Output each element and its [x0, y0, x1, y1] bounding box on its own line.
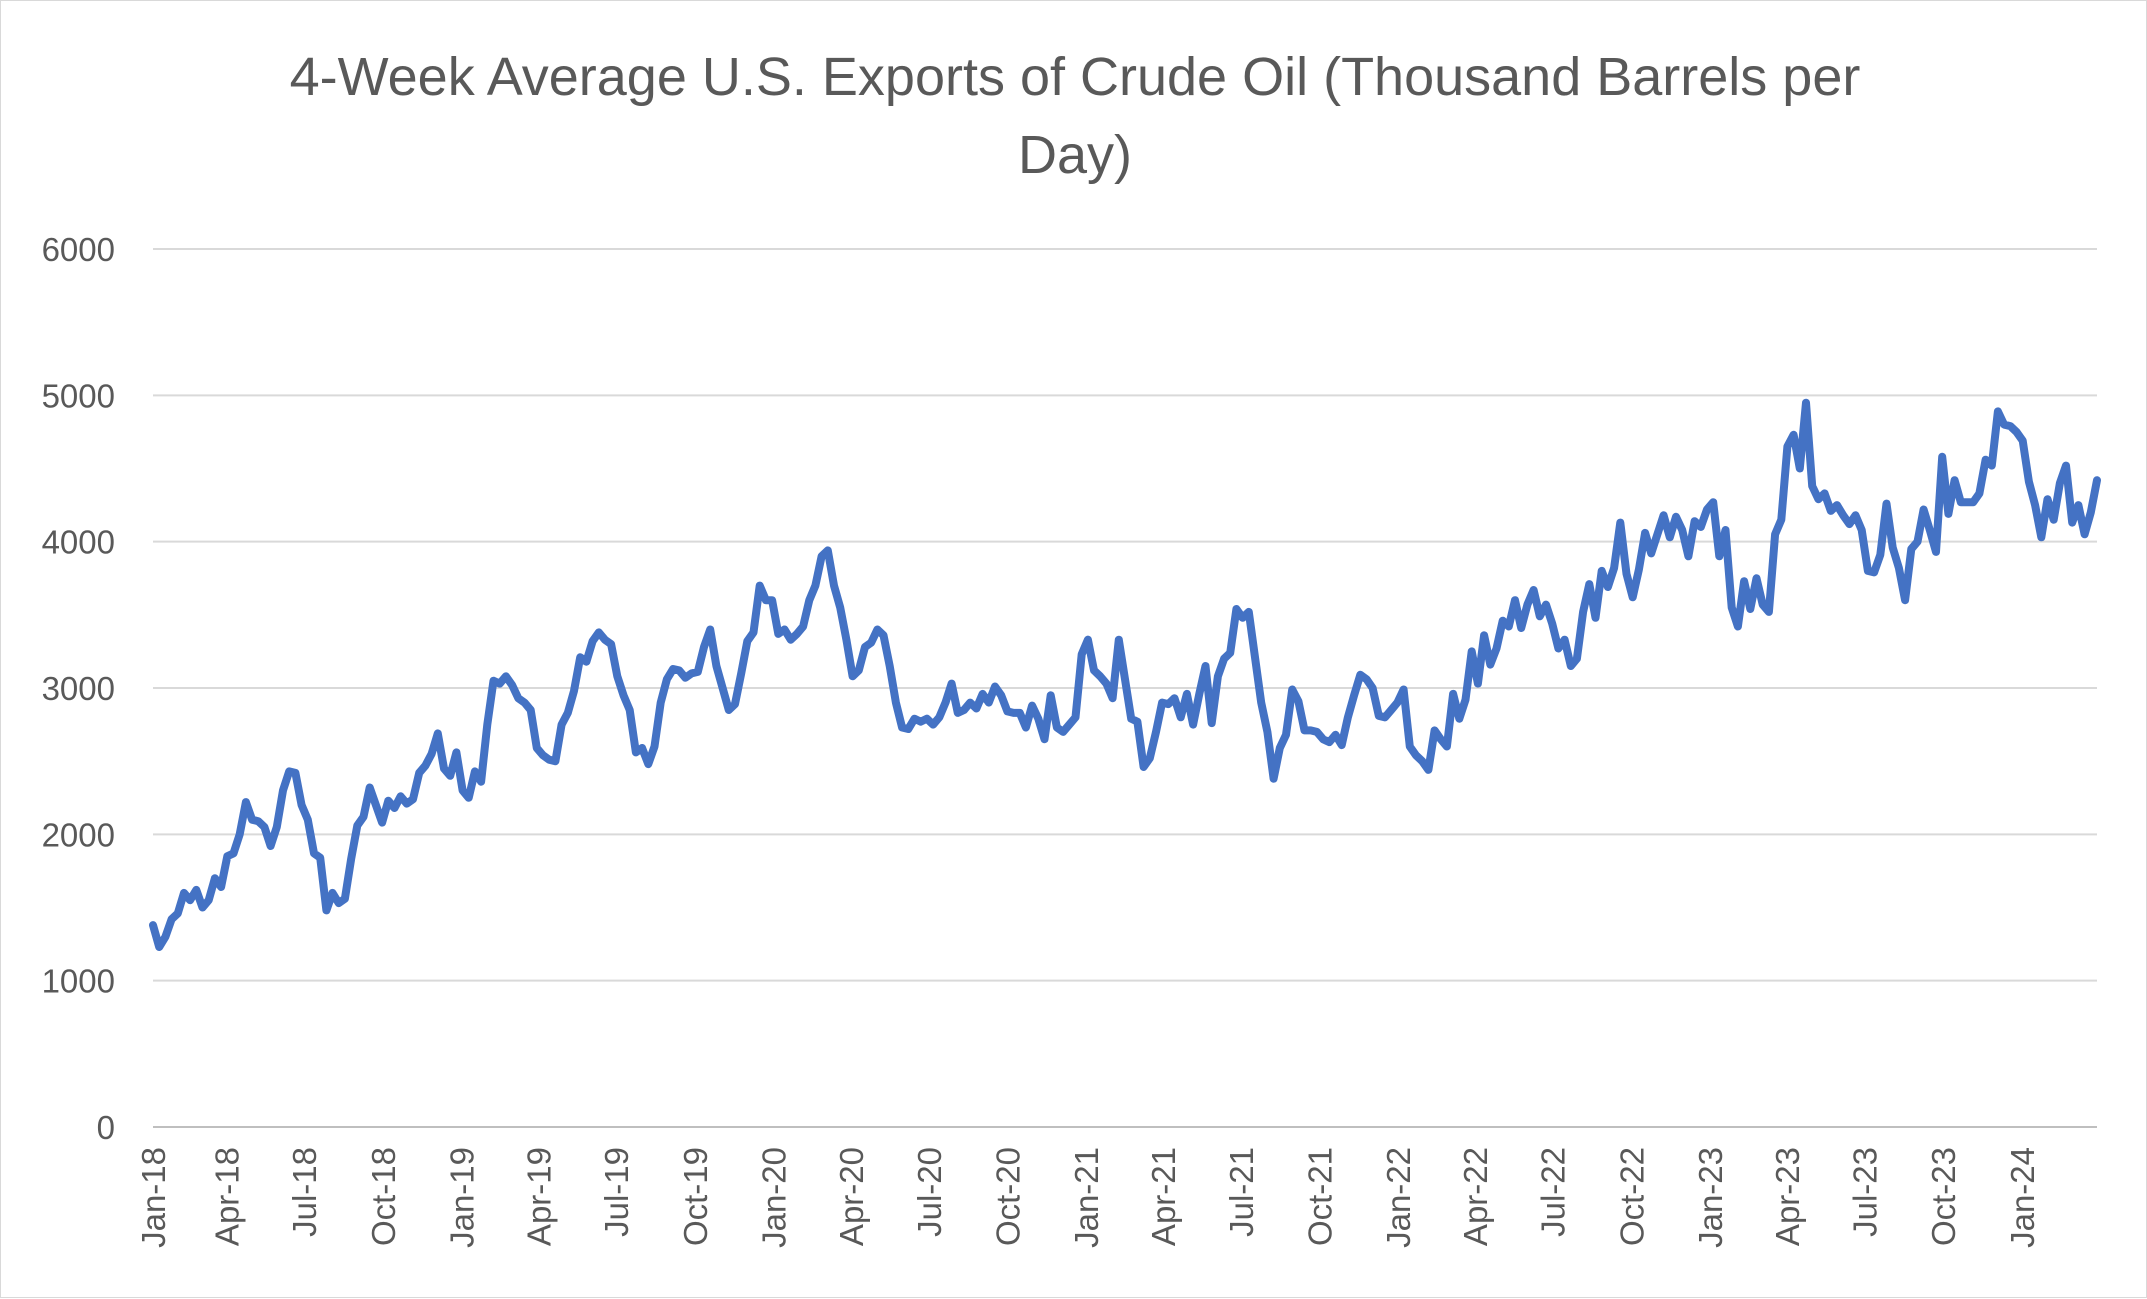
x-tick-label-apr-22: Apr-22 — [1457, 1147, 1494, 1246]
x-tick-label-apr-19: Apr-19 — [520, 1147, 557, 1246]
x-tick-label-jan-23: Jan-23 — [1692, 1147, 1729, 1248]
y-tick-label-0: 0 — [97, 1109, 115, 1146]
chart-title-line-2: Day) — [1018, 125, 1132, 185]
x-tick-label-oct-23: Oct-23 — [1925, 1147, 1962, 1246]
x-tick-label-jul-19: Jul-19 — [598, 1147, 635, 1237]
x-tick-label-oct-20: Oct-20 — [990, 1147, 1027, 1246]
x-tick-label-oct-19: Oct-19 — [677, 1147, 714, 1246]
x-tick-label-jul-20: Jul-20 — [911, 1147, 948, 1237]
x-tick-label-oct-18: Oct-18 — [365, 1147, 402, 1246]
y-tick-label-4000: 4000 — [42, 524, 115, 561]
x-tick-label-jan-22: Jan-22 — [1380, 1147, 1417, 1248]
y-axis-tick-labels: 0 1000 2000 3000 4000 5000 6000 — [42, 231, 115, 1146]
x-tick-label-jul-22: Jul-22 — [1535, 1147, 1572, 1237]
x-tick-label-apr-23: Apr-23 — [1769, 1147, 1806, 1246]
chart-title-line-1: 4-Week Average U.S. Exports of Crude Oil… — [290, 47, 1861, 107]
y-tick-label-2000: 2000 — [42, 816, 115, 853]
x-tick-label-jan-20: Jan-20 — [755, 1147, 792, 1248]
y-tick-label-6000: 6000 — [42, 231, 115, 268]
x-axis-tick-labels: Jan-18 Apr-18 Jul-18 Oct-18 Jan-19 Apr-19 Jul-… — [135, 1147, 2041, 1248]
y-tick-label-5000: 5000 — [42, 377, 115, 414]
x-tick-label-jul-23: Jul-23 — [1847, 1147, 1884, 1237]
y-tick-label-1000: 1000 — [42, 963, 115, 1000]
x-tick-label-jul-18: Jul-18 — [286, 1147, 323, 1237]
x-tick-label-jan-18: Jan-18 — [135, 1147, 172, 1248]
x-tick-label-apr-18: Apr-18 — [208, 1147, 245, 1246]
x-tick-label-oct-22: Oct-22 — [1613, 1147, 1650, 1246]
x-tick-label-jan-24: Jan-24 — [2004, 1147, 2041, 1248]
series-line-crude-oil-exports — [149, 398, 2101, 951]
x-tick-label-apr-21: Apr-21 — [1145, 1147, 1182, 1246]
grid-lines — [153, 248, 2097, 982]
y-tick-label-3000: 3000 — [42, 670, 115, 707]
x-tick-label-apr-20: Apr-20 — [833, 1147, 870, 1246]
x-tick-label-jul-21: Jul-21 — [1223, 1147, 1260, 1237]
x-tick-label-oct-21: Oct-21 — [1301, 1147, 1338, 1246]
x-tick-label-jan-21: Jan-21 — [1068, 1147, 1105, 1248]
x-tick-label-jan-19: Jan-19 — [443, 1147, 480, 1248]
